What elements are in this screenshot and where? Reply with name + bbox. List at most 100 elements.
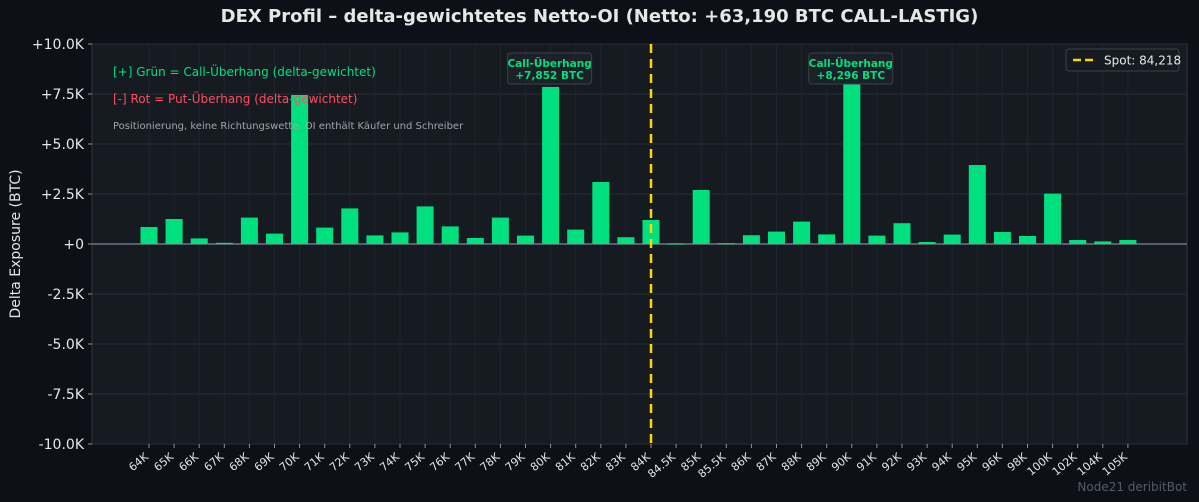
bar (993, 232, 1011, 244)
legend-box (1065, 48, 1180, 72)
x-tick-label: 82K (578, 450, 603, 474)
x-tick-label: 95K (955, 450, 980, 474)
bar (542, 86, 560, 245)
x-tick-label: 66K (177, 450, 202, 474)
bar (1094, 241, 1112, 244)
bar (918, 242, 936, 244)
bar (818, 234, 836, 244)
y-tick-label: +10.0K (32, 37, 85, 53)
x-tick-label: 105K (1100, 450, 1131, 479)
y-tick-label: -5.0K (48, 337, 85, 353)
x-tick-label: 88K (779, 450, 804, 474)
x-tick-label: 93K (904, 450, 929, 474)
bar (1069, 240, 1087, 244)
x-tick-label: 94K (930, 450, 955, 474)
bar (266, 233, 283, 244)
x-tick-label: 67K (202, 450, 227, 474)
bar (1019, 236, 1036, 244)
bar (968, 165, 986, 244)
x-tick-label: 104K (1075, 450, 1106, 479)
x-tick-label: 102K (1050, 450, 1081, 479)
y-tick-label: -2.5K (48, 287, 85, 303)
x-tick-label: 78K (478, 450, 503, 474)
bar (793, 221, 811, 244)
y-tick-label: +0 (63, 237, 84, 253)
bar (165, 219, 183, 244)
bar (742, 235, 760, 244)
y-tick-label: -10.0K (39, 437, 85, 453)
watermark: Node21 deribitBot (1077, 480, 1187, 494)
callout-box (507, 52, 593, 85)
bar (567, 229, 585, 244)
y-tick-label: +2.5K (41, 187, 85, 203)
x-tick-label: 71K (302, 450, 327, 474)
x-tick-label: 81K (553, 450, 578, 474)
legend-entry: Spot: 84,218 (1104, 54, 1181, 68)
x-tick-label: 72K (327, 450, 352, 474)
x-tick-label: 83K (603, 450, 628, 474)
callout-title: Call-Überhang (507, 56, 591, 70)
red-note: [-] Rot = Put-Überhang (delta-gewichtet) (113, 90, 357, 106)
info-note: Positionierung, keine Richtungswette. OI… (113, 121, 464, 132)
bar (291, 95, 309, 244)
x-tick-label: 90K (829, 450, 854, 474)
x-tick-label: 96K (980, 450, 1005, 474)
x-tick-label: 65K (151, 450, 176, 474)
callout-value: +8,296 BTC (817, 70, 886, 82)
bar (843, 78, 861, 244)
x-tick-label: 70K (277, 450, 302, 474)
bar (717, 243, 735, 245)
bar (517, 235, 534, 244)
bar (341, 208, 359, 244)
x-tick-label: 75K (402, 450, 427, 474)
x-tick-label: 64K (126, 450, 151, 474)
bar (692, 190, 710, 244)
bar (441, 226, 459, 244)
x-tick-label: 79K (503, 450, 528, 474)
x-tick-label: 92K (879, 450, 904, 474)
bar (1044, 193, 1062, 244)
x-tick-label: 85.5K (696, 450, 729, 481)
callout-value: +7,852 BTC (515, 70, 584, 82)
y-tick-label: +5.0K (41, 137, 85, 153)
bar (416, 206, 434, 244)
x-tick-label: 100K (1025, 450, 1056, 479)
y-tick-label: -7.5K (48, 387, 85, 403)
bar (366, 235, 384, 244)
bar (316, 227, 334, 244)
bar (240, 217, 258, 244)
bar (190, 238, 208, 244)
bar (943, 234, 961, 244)
x-tick-label: 74K (377, 450, 402, 474)
x-tick-label: 86K (729, 450, 754, 474)
chart-title: DEX Profil – delta-gewichtetes Netto-OI … (220, 6, 979, 27)
callout-title: Call-Überhang (809, 56, 893, 70)
x-tick-label: 89K (804, 450, 829, 474)
x-tick-label: 77K (453, 450, 478, 474)
bar (140, 227, 158, 244)
bar (391, 232, 409, 244)
x-tick-label: 84.5K (645, 450, 678, 481)
bar (617, 237, 635, 244)
callout-box (808, 52, 894, 85)
x-tick-label: 69K (252, 450, 277, 474)
x-tick-label: 76K (428, 450, 453, 474)
bar (893, 223, 911, 244)
bar (215, 242, 233, 244)
bar (667, 243, 685, 245)
green-note: [+] Grün = Call-Überhang (delta-gewichte… (113, 63, 376, 79)
bar (1119, 240, 1137, 244)
x-tick-label: 73K (352, 450, 377, 474)
bar (592, 182, 610, 244)
y-axis-label: Delta Exposure (BTC) (8, 169, 24, 318)
bar (491, 217, 509, 244)
x-tick-label: 80K (528, 450, 553, 474)
x-tick-label: 87K (754, 450, 779, 474)
y-tick-label: +7.5K (41, 87, 85, 103)
x-tick-label: 68K (227, 450, 252, 474)
bar (768, 231, 785, 244)
x-tick-label: 91K (854, 450, 879, 474)
bar (466, 238, 484, 244)
bar (868, 235, 886, 244)
